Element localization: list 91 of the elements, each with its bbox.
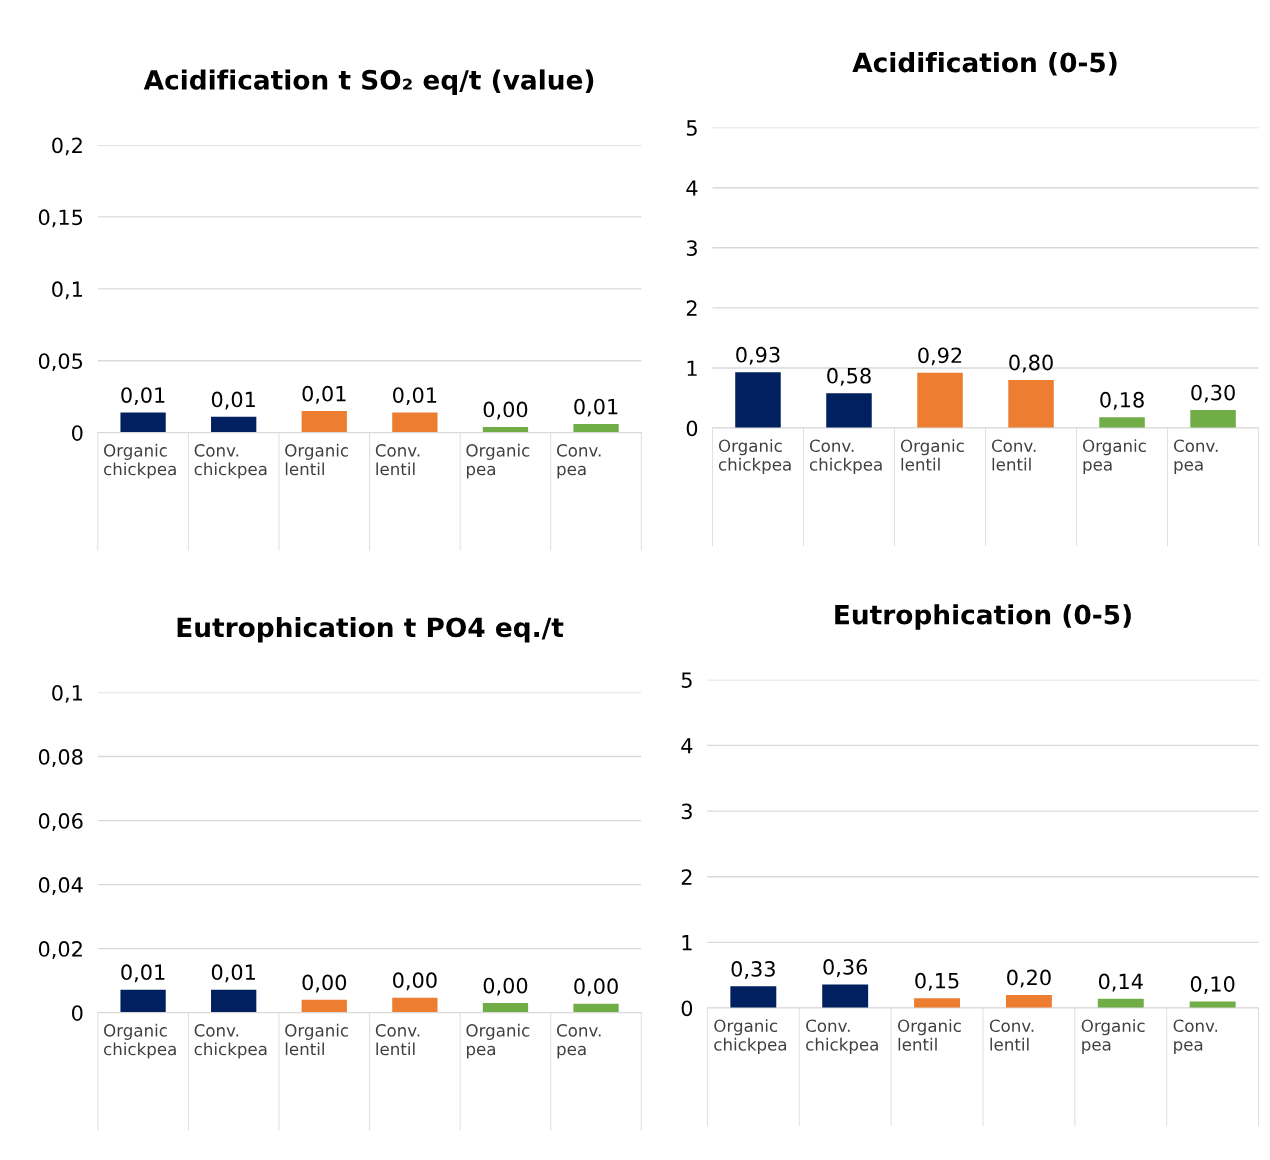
x-tick-label: Organic chickpea [104,1023,176,1059]
y-tick-label: 0,06 [38,813,83,831]
x-tick-label: Conv. lentil [375,1024,420,1056]
data-label: 0,15 [915,972,959,991]
x-tick-label: Conv. lentil [991,439,1036,471]
x-tick-label: Organic pea [1081,1019,1145,1054]
y-tick-label: 2 [686,300,697,316]
data-label: 0,00 [483,977,528,996]
x-tick-label: Organic lentil [285,443,349,476]
x-tick-label: Organic pea [466,443,530,479]
bar [1190,410,1236,429]
y-tick-label: 1 [682,935,692,951]
chart-title: Acidification (0-5) [852,51,1117,76]
bar [822,984,869,1009]
x-tick-label: Conv. pea [1173,1019,1218,1054]
x-tick-label: Conv. pea [1174,439,1218,474]
data-label: 0,01 [393,387,437,406]
y-tick-label: 5 [681,672,692,688]
bar [211,416,257,433]
bar [573,424,619,433]
x-tick-label: Conv. chickpea [194,1024,267,1059]
y-tick-label: 0 [72,425,83,441]
x-tick-label: Conv. lentil [375,444,420,476]
x-tick-label: Conv. pea [556,444,601,479]
bar [1008,379,1054,429]
y-tick-label: 0,05 [38,353,83,372]
x-tick-label: Organic pea [1082,439,1146,474]
data-label: 0,01 [121,387,165,406]
data-label: 0,18 [1100,391,1144,410]
data-label: 0,00 [302,974,347,993]
bar [301,411,347,433]
data-label: 0,33 [731,961,775,979]
bar [120,412,166,433]
y-tick-label: 0,1 [52,281,82,300]
data-label: 0,10 [1190,976,1235,995]
data-label: 0,01 [302,385,346,404]
x-tick-label: Organic chickpea [104,443,176,479]
data-label: 0,58 [827,367,871,386]
bar [1099,417,1145,429]
data-label: 0,00 [483,401,528,420]
y-tick-label: 2 [681,869,692,885]
bar [730,986,777,1009]
data-label: 0,93 [736,346,780,365]
bar [1189,1001,1236,1009]
y-tick-label: 4 [681,738,693,754]
x-tick-label: Organic chickpea [718,439,791,474]
data-label: 0,80 [1009,354,1053,373]
y-tick-label: 0 [681,1000,693,1017]
bar [735,372,781,429]
y-tick-label: 3 [681,803,692,820]
bar [914,998,961,1009]
data-label: 0,01 [211,964,255,983]
chart-title: Acidification t SO₂ eq/t (value) [143,69,594,95]
x-tick-label: Organic lentil [900,439,964,471]
y-tick-label: 0,08 [38,749,83,767]
x-tick-label: Organic lentil [897,1019,961,1051]
x-tick-label: Organic lentil [285,1023,349,1056]
data-label: 0,20 [1007,969,1051,988]
y-tick-label: 0,1 [52,684,82,703]
y-tick-label: 0,2 [52,137,82,156]
x-tick-label: Organic pea [466,1023,530,1059]
chart-title: Eutrophication t PO4 eq./t [177,616,564,643]
data-label: 0,14 [1098,973,1143,992]
bar [917,372,963,429]
y-tick-label: 0,15 [38,209,83,228]
y-tick-label: 5 [686,120,697,136]
data-label: 0,01 [121,964,165,983]
y-tick-label: 0,02 [38,941,82,959]
data-label: 0,36 [823,959,868,977]
x-tick-label: Conv. chickpea [809,439,882,474]
data-label: 0,92 [918,347,962,366]
data-label: 0,01 [574,398,618,417]
y-tick-label: 1 [687,360,697,376]
y-tick-label: 0,04 [38,877,83,895]
x-tick-label: Conv. chickpea [194,444,267,479]
data-label: 0,30 [1191,384,1235,403]
y-tick-label: 0 [686,420,698,437]
y-tick-label: 0 [72,1005,83,1021]
bar [392,412,438,433]
bar [1005,994,1052,1009]
bar [826,393,872,429]
data-label: 0,00 [393,972,437,991]
y-tick-label: 4 [686,180,698,196]
data-label: 0,01 [211,391,255,410]
x-tick-label: Conv. lentil [989,1019,1034,1051]
x-tick-label: Organic chickpea [714,1019,787,1054]
x-tick-label: Conv. chickpea [806,1019,878,1054]
chart-title: Eutrophication (0-5) [835,604,1131,630]
data-label: 0,00 [574,978,618,997]
x-tick-label: Conv. pea [556,1024,601,1059]
y-tick-label: 3 [686,240,697,256]
